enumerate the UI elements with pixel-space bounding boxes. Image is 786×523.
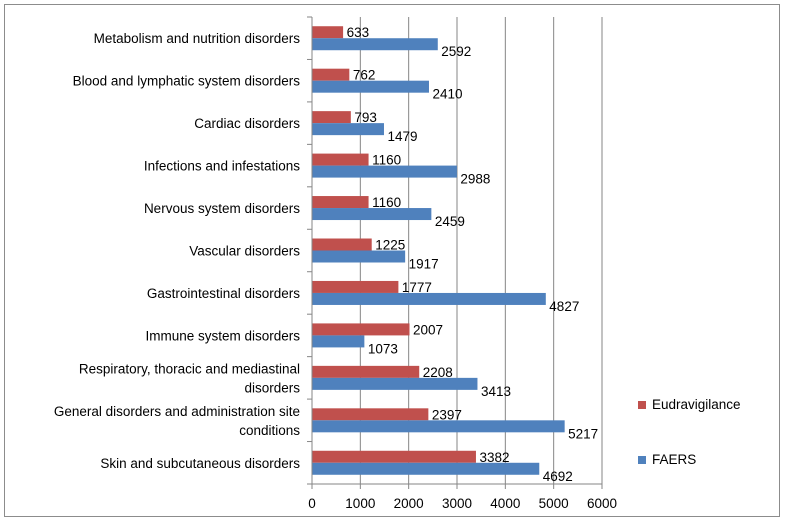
- bar-eudravigilance: [312, 280, 399, 293]
- bar-faers: [312, 420, 565, 433]
- bar-faers: [312, 292, 546, 305]
- bar-faers: [312, 165, 457, 178]
- bar-eudravigilance: [312, 196, 369, 209]
- data-label-eudravigilance: 1225: [375, 238, 405, 253]
- bar-eudravigilance: [312, 238, 372, 251]
- bar-faers: [312, 208, 432, 221]
- data-label-eudravigilance: 2007: [413, 322, 443, 337]
- x-tick-label: 3000: [442, 496, 472, 511]
- bar-faers: [312, 123, 384, 136]
- category-label: General disorders and administration sit…: [54, 404, 300, 419]
- bar-eudravigilance: [312, 68, 350, 81]
- category-label: disorders: [244, 380, 300, 395]
- data-label-faers: 3413: [481, 384, 511, 399]
- data-label-eudravigilance: 1777: [402, 280, 432, 295]
- data-label-eudravigilance: 1160: [372, 153, 401, 168]
- data-label-eudravigilance: 762: [353, 68, 376, 83]
- data-label-eudravigilance: 1160: [372, 195, 401, 210]
- data-label-eudravigilance: 633: [347, 25, 370, 40]
- x-tick-label: 1000: [345, 496, 375, 511]
- bar-faers: [312, 462, 540, 475]
- data-label-eudravigilance: 2397: [432, 407, 462, 422]
- legend-label: FAERS: [652, 452, 696, 467]
- bar-eudravigilance: [312, 111, 351, 124]
- category-label: conditions: [239, 423, 300, 438]
- data-label-faers: 1917: [409, 257, 439, 272]
- category-label: Nervous system disorders: [144, 201, 300, 216]
- data-label-faers: 2410: [432, 87, 462, 102]
- bar-faers: [312, 335, 365, 348]
- bar-eudravigilance: [312, 26, 344, 39]
- data-label-faers: 4692: [543, 469, 573, 484]
- x-tick-label: 5000: [539, 496, 569, 511]
- x-tick-label: 4000: [490, 496, 520, 511]
- bar-faers: [312, 80, 429, 93]
- data-label-faers: 4827: [549, 299, 579, 314]
- bar-faers: [312, 250, 406, 263]
- data-label-eudravigilance: 2208: [423, 365, 453, 380]
- bar-eudravigilance: [312, 365, 420, 378]
- data-label-eudravigilance: 793: [354, 110, 377, 125]
- data-label-faers: 1073: [368, 341, 398, 356]
- bar-faers: [312, 377, 478, 390]
- x-tick-label: 0: [308, 496, 316, 511]
- data-label-faers: 1479: [387, 129, 417, 144]
- category-label: Gastrointestinal disorders: [147, 286, 300, 301]
- category-label: Respiratory, thoracic and mediastinal: [79, 361, 300, 376]
- bar-eudravigilance: [312, 408, 429, 421]
- legend-label: Eudravigilance: [652, 397, 741, 412]
- bar-faers: [312, 38, 438, 51]
- bar-eudravigilance: [312, 450, 476, 463]
- legend-swatch: [638, 401, 646, 409]
- bar-eudravigilance: [312, 153, 369, 166]
- data-label-eudravigilance: 3382: [479, 450, 509, 465]
- x-tick-label: 2000: [394, 496, 424, 511]
- category-label: Infections and infestations: [144, 159, 300, 174]
- category-label: Skin and subcutaneous disorders: [100, 456, 300, 471]
- category-label: Cardiac disorders: [194, 116, 300, 131]
- category-label: Metabolism and nutrition disorders: [94, 31, 301, 46]
- category-label: Immune system disorders: [145, 328, 300, 343]
- category-label: Blood and lymphatic system disorders: [73, 74, 301, 89]
- x-tick-label: 6000: [587, 496, 617, 511]
- data-label-faers: 5217: [568, 426, 598, 441]
- data-label-faers: 2592: [441, 44, 471, 59]
- data-label-faers: 2459: [435, 214, 465, 229]
- data-label-faers: 2988: [460, 172, 490, 187]
- category-label: Vascular disorders: [189, 244, 300, 259]
- legend-swatch: [638, 456, 646, 464]
- bar-eudravigilance: [312, 323, 410, 336]
